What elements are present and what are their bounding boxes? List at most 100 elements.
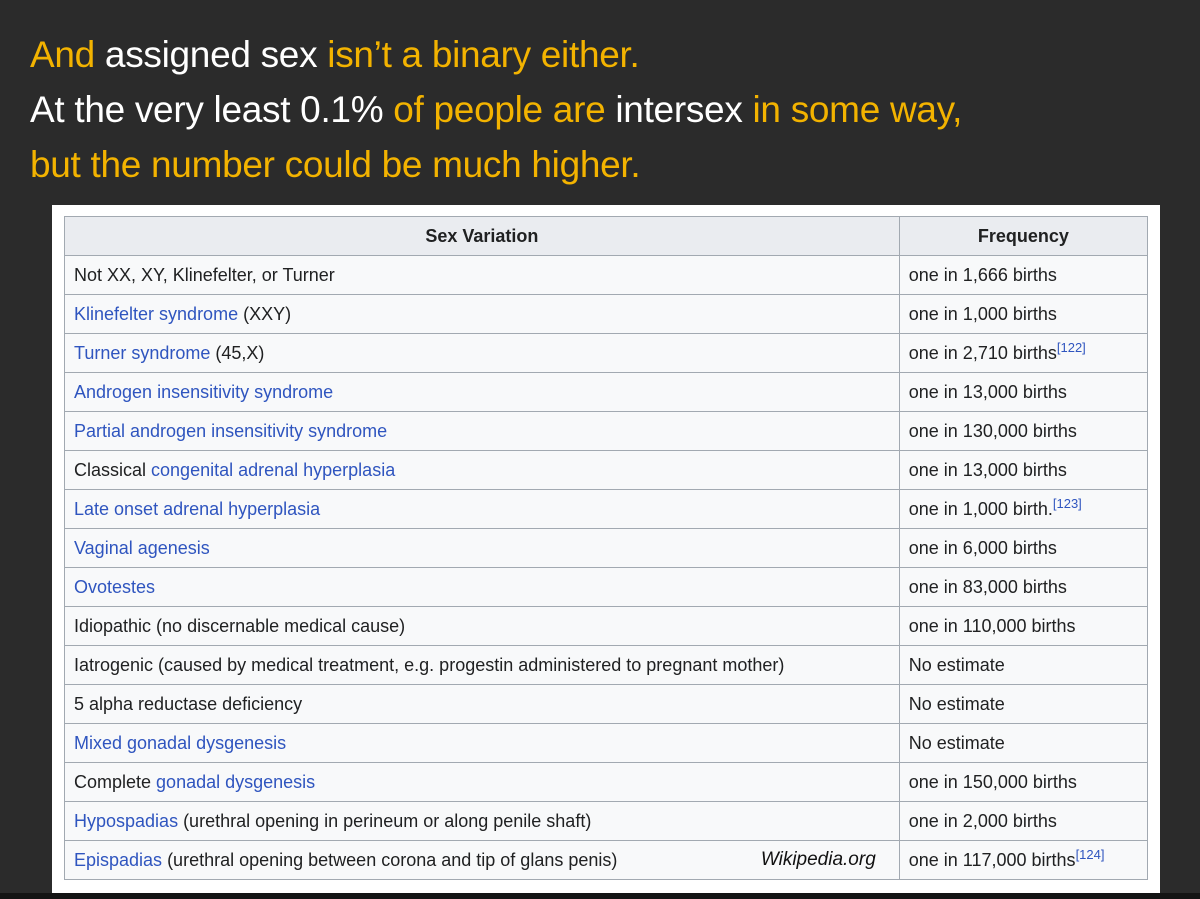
wiki-link[interactable]: Klinefelter syndrome [74, 304, 239, 324]
frequency-cell: one in 2,710 births[122] [898, 333, 1149, 373]
wiki-link[interactable]: Ovotestes [74, 577, 156, 597]
wiki-link[interactable]: Epispadias [74, 850, 163, 870]
column-header-frequency: Frequency [898, 216, 1149, 256]
table-row: Klinefelter syndrome (XXY) one in 1,000 b… [64, 294, 1149, 334]
title-segment: in some way, [752, 89, 963, 130]
slide-title: And assigned sex isn’t a binary either. A… [30, 27, 1180, 192]
variation-cell: Partial androgen insensitivity syndrome [64, 411, 900, 451]
variation-cell: Turner syndrome (45,X) [64, 333, 900, 373]
frequency-cell: No estimate [898, 684, 1149, 724]
table-row: Wikipedia.org Epispadias (urethral openin… [64, 840, 1149, 880]
frequency-text: one in 6,000 births [908, 538, 1057, 558]
frequency-text: one in 117,000 births [908, 850, 1076, 870]
wiki-link[interactable]: Androgen insensitivity syndrome [74, 382, 334, 402]
frequency-cell: one in 150,000 births [898, 762, 1149, 802]
frequency-cell: No estimate [898, 723, 1149, 763]
frequency-text: one in 13,000 births [908, 382, 1067, 402]
frequency-cell: one in 1,666 births [898, 255, 1149, 295]
table-row: Iatrogenic (caused by medical treatment,… [64, 645, 1149, 685]
variation-cell: Classical congenital adrenal hyperplasia [64, 450, 900, 490]
frequency-cell: one in 6,000 births [898, 528, 1149, 568]
variation-text: (urethral opening between corona and tip… [162, 850, 618, 870]
frequency-cell: one in 1,000 births [898, 294, 1149, 334]
table-row: Not XX, XY, Klinefelter, or Turner one in… [64, 255, 1149, 295]
wiki-link[interactable]: Partial androgen insensitivity syndrome [74, 421, 388, 441]
variation-cell: Not XX, XY, Klinefelter, or Turner [64, 255, 900, 295]
variation-cell: Idiopathic (no discernable medical cause… [64, 606, 900, 646]
frequency-text: one in 110,000 births [908, 616, 1076, 636]
table-row: Classical congenital adrenal hyperplasia… [64, 450, 1149, 490]
wiki-link[interactable]: Late onset adrenal hyperplasia [74, 499, 321, 519]
frequency-cell: one in 130,000 births [898, 411, 1149, 451]
table-row: Ovotestes one in 83,000 births [64, 567, 1149, 607]
table-row: 5 alpha reductase deficiency No estimate [64, 684, 1149, 724]
wiki-link[interactable]: Mixed gonadal dysgenesis [74, 733, 287, 753]
frequency-cell: one in 1,000 birth.[123] [898, 489, 1149, 529]
title-segment: isn’t a binary either. [327, 34, 640, 75]
frequency-cell: No estimate [898, 645, 1149, 685]
frequency-text: No estimate [908, 694, 1005, 714]
title-line: but the number could be much higher. [30, 137, 1180, 192]
variation-text: Idiopathic (no discernable medical cause… [74, 616, 406, 636]
variation-cell: Complete gonadal dysgenesis [64, 762, 900, 802]
frequency-cell: one in 13,000 births [898, 450, 1149, 490]
variation-cell: Mixed gonadal dysgenesis [64, 723, 900, 763]
variation-cell: Iatrogenic (caused by medical treatment,… [64, 645, 900, 685]
title-segment: but the number could be much higher. [30, 144, 641, 185]
frequency-text: one in 2,710 births [908, 343, 1057, 363]
variation-text: Iatrogenic (caused by medical treatment,… [74, 655, 785, 675]
variation-table-body: Not XX, XY, Klinefelter, or Turner one in… [64, 255, 1149, 880]
frequency-cell: one in 2,000 births [898, 801, 1149, 841]
variation-cell: Wikipedia.org Epispadias (urethral openin… [64, 840, 900, 880]
title-line: At the very least 0.1% of people are int… [30, 82, 1180, 137]
citation-ref[interactable]: [122] [1056, 340, 1086, 355]
frequency-text: one in 150,000 births [908, 772, 1077, 792]
title-line: And assigned sex isn’t a binary either. [30, 27, 1180, 82]
frequency-text: one in 13,000 births [908, 460, 1067, 480]
frequency-text: No estimate [908, 655, 1005, 675]
variation-text: Classical [74, 460, 152, 480]
variation-cell: 5 alpha reductase deficiency [64, 684, 900, 724]
frequency-text: one in 2,000 births [908, 811, 1057, 831]
citation-ref[interactable]: [124] [1075, 847, 1105, 862]
column-header-sex-variation: Sex Variation [64, 216, 900, 256]
frequency-text: one in 1,000 births [908, 304, 1057, 324]
table-row: Idiopathic (no discernable medical cause… [64, 606, 1149, 646]
frequency-text: one in 1,000 birth. [908, 499, 1053, 519]
variation-text: (45,X) [210, 343, 265, 363]
variation-cell: Klinefelter syndrome (XXY) [64, 294, 900, 334]
frequency-cell: one in 13,000 births [898, 372, 1149, 412]
table-row: Hypospadias (urethral opening in perineu… [64, 801, 1149, 841]
table-header-row: Sex Variation Frequency [64, 216, 1149, 256]
table-row: Late onset adrenal hyperplasia one in 1,0… [64, 489, 1149, 529]
table-row: Vaginal agenesis one in 6,000 births [64, 528, 1149, 568]
variation-text: (urethral opening in perineum or along p… [178, 811, 592, 831]
title-segment: At the very least 0.1% [30, 89, 394, 130]
frequency-text: No estimate [908, 733, 1005, 753]
frequency-cell: one in 83,000 births [898, 567, 1149, 607]
frequency-text: one in 83,000 births [908, 577, 1067, 597]
title-segment: assigned sex [104, 34, 328, 75]
letterbox-bar [0, 893, 1200, 899]
wiki-link[interactable]: Hypospadias [74, 811, 179, 831]
wiki-link[interactable]: Turner syndrome [74, 343, 211, 363]
variation-text: Not XX, XY, Klinefelter, or Turner [74, 265, 335, 285]
wiki-link[interactable]: congenital adrenal hyperplasia [151, 460, 396, 480]
variation-cell: Late onset adrenal hyperplasia [64, 489, 900, 529]
wiki-link[interactable]: gonadal dysgenesis [156, 772, 316, 792]
variation-cell: Vaginal agenesis [64, 528, 900, 568]
variation-text: Complete [74, 772, 157, 792]
wiki-link[interactable]: Vaginal agenesis [74, 538, 210, 558]
title-segment: of people are [393, 89, 616, 130]
citation-ref[interactable]: [123] [1052, 496, 1082, 511]
table-row: Androgen insensitivity syndrome one in 13… [64, 372, 1149, 412]
sex-variation-table: Sex Variation Frequency Not XX, XY, Klin… [64, 216, 1149, 880]
frequency-text: one in 130,000 births [908, 421, 1077, 441]
table-panel: Sex Variation Frequency Not XX, XY, Klin… [52, 205, 1160, 894]
source-attribution: Wikipedia.org [760, 849, 876, 870]
variation-cell: Ovotestes [64, 567, 900, 607]
frequency-cell: one in 117,000 births[124] [898, 840, 1149, 880]
title-segment: And [30, 34, 105, 75]
variation-cell: Androgen insensitivity syndrome [64, 372, 900, 412]
table-row: Turner syndrome (45,X) one in 2,710 birth… [64, 333, 1149, 373]
